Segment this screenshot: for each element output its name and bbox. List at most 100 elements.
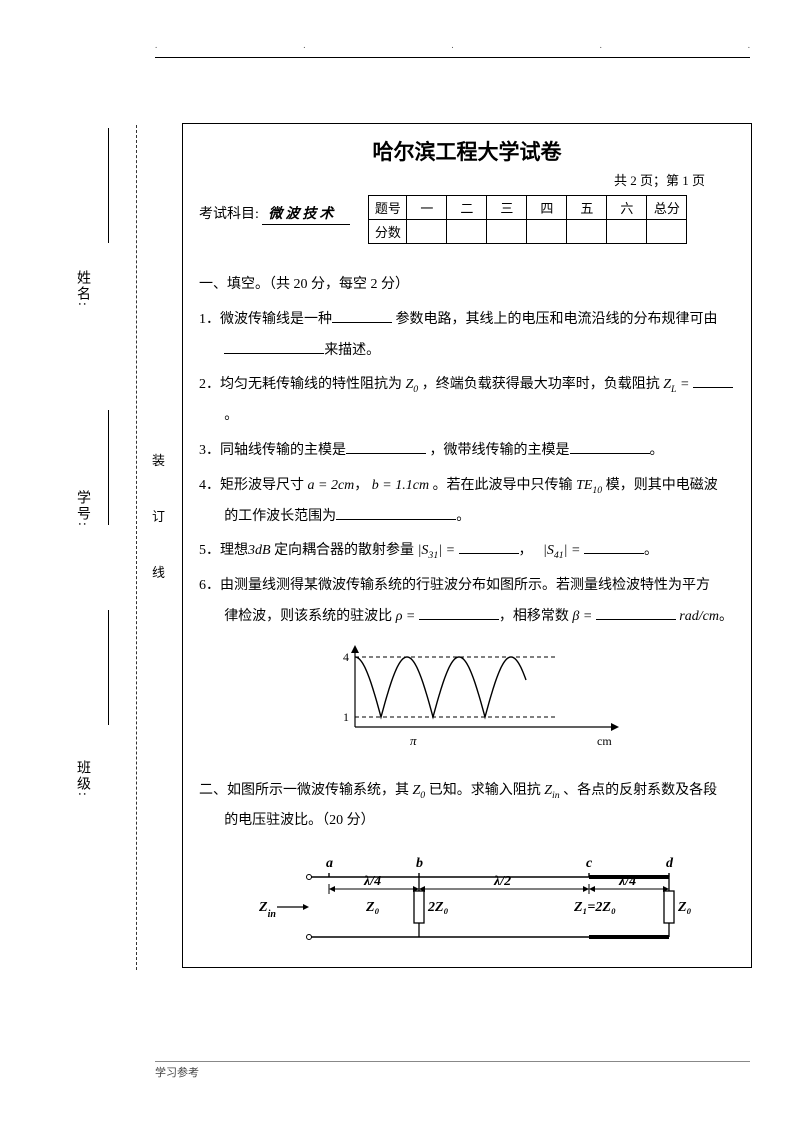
blank [570, 453, 650, 454]
q4: 4．矩形波导尺寸 a = 2cm， b = 1.1cm 。若在此波导中只传输 T… [199, 471, 735, 533]
score-header: 三 [487, 196, 527, 220]
zin: Zin [544, 783, 559, 798]
svg-text:c: c [586, 856, 593, 871]
score-table: 题号 一 二 三 四 五 六 总分 分数 [368, 195, 687, 244]
q6: 6．由测量线测得某微波传输系统的行驻波分布如图所示。若测量线检波特性为平方 律检… [199, 571, 735, 633]
s2-text: 二、如图所示一微波传输系统，其 [199, 783, 409, 798]
q3: 3．同轴线传输的主模是 ，微带线传输的主模是。 [199, 436, 735, 467]
transmission-line-diagram: Zinabcdλ/4λ/2λ/4Z₀Z₁=2Z₀2Z₀Z₀ [259, 845, 699, 965]
z0-2: Z0 [413, 783, 426, 798]
score-header: 总分 [647, 196, 687, 220]
q5-text: 。 [644, 543, 658, 558]
svg-text:cm: cm [597, 734, 612, 748]
dim-a: a = 2cm [308, 478, 355, 493]
score-header: 二 [447, 196, 487, 220]
subject-value: 微波技术 [262, 203, 350, 225]
binding-stub: 姓名: 学号: 班级: 装 订 线 [30, 0, 160, 1122]
exam-title: 哈尔滨工程大学试卷 [199, 136, 735, 166]
score-cell [447, 220, 487, 244]
te10: TE10 [576, 478, 602, 493]
stub-label-name: 姓名: [72, 270, 92, 308]
q6-text: ，相移常数 [499, 609, 569, 624]
svg-text:4: 4 [343, 650, 349, 664]
blank [346, 453, 426, 454]
s2-text: 已知。求输入阻抗 [429, 783, 541, 798]
z0: Z0 [406, 377, 419, 392]
stub-dashed-line [136, 125, 137, 970]
q6-text: 。 [719, 609, 733, 624]
page-info: 共 2 页；第 1 页 [199, 170, 735, 189]
q5-text: 定向耦合器的散射参量 [274, 543, 414, 558]
q1: 1．微波传输线是一种 参数电路，其线上的电压和电流沿线的分布规律可由 来描述。 [199, 305, 735, 367]
score-cell [487, 220, 527, 244]
score-header: 五 [567, 196, 607, 220]
svg-text:π: π [410, 733, 417, 748]
s41: |S41| = [543, 543, 584, 558]
top-dot-row: ..... [155, 40, 750, 50]
svg-text:1: 1 [343, 710, 349, 724]
score-cell [567, 220, 607, 244]
svg-text:Zin: Zin [259, 900, 276, 920]
q1-text: 1．微波传输线是一种 [199, 312, 332, 327]
section2: 二、如图所示一微波传输系统，其 Z0 已知。求输入阻抗 Zin 、各点的反射系数… [199, 776, 735, 838]
score-cell [407, 220, 447, 244]
footer-rule [155, 1061, 750, 1062]
section1-heading: 一、填空。（共 20 分，每空 2 分） [199, 270, 735, 301]
footer-text: 学习参考 [155, 1064, 199, 1080]
q3-text: ，微带线传输的主模是 [430, 443, 570, 458]
blank [584, 553, 644, 554]
beta: β = [572, 609, 595, 624]
table-row: 题号 一 二 三 四 五 六 总分 [369, 196, 687, 220]
stub-bind-2: 订 [152, 506, 165, 525]
body: 一、填空。（共 20 分，每空 2 分） 1．微波传输线是一种 参数电路，其线上… [199, 270, 735, 978]
3db: 3dB [248, 543, 271, 558]
q4-text: 4．矩形波导尺寸 [199, 478, 304, 493]
zl: ZL = [663, 377, 693, 392]
score-header: 六 [607, 196, 647, 220]
subject-label: 考试科目: [199, 207, 259, 222]
blank [459, 553, 519, 554]
svg-text:Z₀: Z₀ [677, 900, 692, 915]
score-header: 一 [407, 196, 447, 220]
q2-text: ，终端负载获得最大功率时，负载阻抗 [422, 377, 660, 392]
standing-wave-chart: 1 4 π cm [319, 639, 619, 759]
dim-b: b = 1.1cm [372, 478, 429, 493]
q2: 2．均匀无耗传输线的特性阻抗为 Z0 ，终端负载获得最大功率时，负载阻抗 ZL … [199, 370, 735, 432]
stub-solid-1 [108, 128, 109, 243]
q3-text: 3．同轴线传输的主模是 [199, 443, 346, 458]
q5-text: 5．理想 [199, 543, 248, 558]
stub-label-id: 学号: [72, 490, 92, 528]
svg-text:a: a [326, 856, 333, 871]
svg-text:2Z₀: 2Z₀ [427, 900, 449, 915]
q2-text: 。 [224, 408, 238, 423]
svg-text:λ/4: λ/4 [618, 874, 636, 889]
q4-text: 。若在此波导中只传输 [433, 478, 573, 493]
q5: 5．理想3dB 定向耦合器的散射参量 |S31| = ， |S41| = 。 [199, 536, 735, 567]
table-row: 分数 [369, 220, 687, 244]
blank [332, 322, 392, 323]
exam-frame: 哈尔滨工程大学试卷 共 2 页；第 1 页 考试科目: 微波技术 题号 一 二 … [182, 123, 752, 968]
stub-bind-3: 线 [152, 562, 165, 581]
blank [336, 519, 456, 520]
q1-text: 来描述。 [324, 343, 380, 358]
svg-text:d: d [666, 856, 674, 871]
s31: |S31| = [418, 543, 459, 558]
top-rule [155, 57, 750, 58]
blank [224, 353, 324, 354]
q5-text: ， [519, 543, 533, 558]
blank [419, 619, 499, 620]
score-row-label: 分数 [369, 220, 407, 244]
stub-bind-1: 装 [152, 450, 165, 469]
q4-text: 。 [456, 509, 470, 524]
rad: rad/cm [679, 609, 719, 624]
svg-text:b: b [416, 856, 423, 871]
svg-text:Z₀: Z₀ [365, 900, 380, 915]
stub-label-class: 班级: [72, 760, 92, 798]
q4-text: 的工作波长范围为 [224, 509, 336, 524]
score-header: 四 [527, 196, 567, 220]
score-cell [607, 220, 647, 244]
blank [693, 387, 733, 388]
score-header: 题号 [369, 196, 407, 220]
rho: ρ = [396, 609, 419, 624]
score-cell [527, 220, 567, 244]
